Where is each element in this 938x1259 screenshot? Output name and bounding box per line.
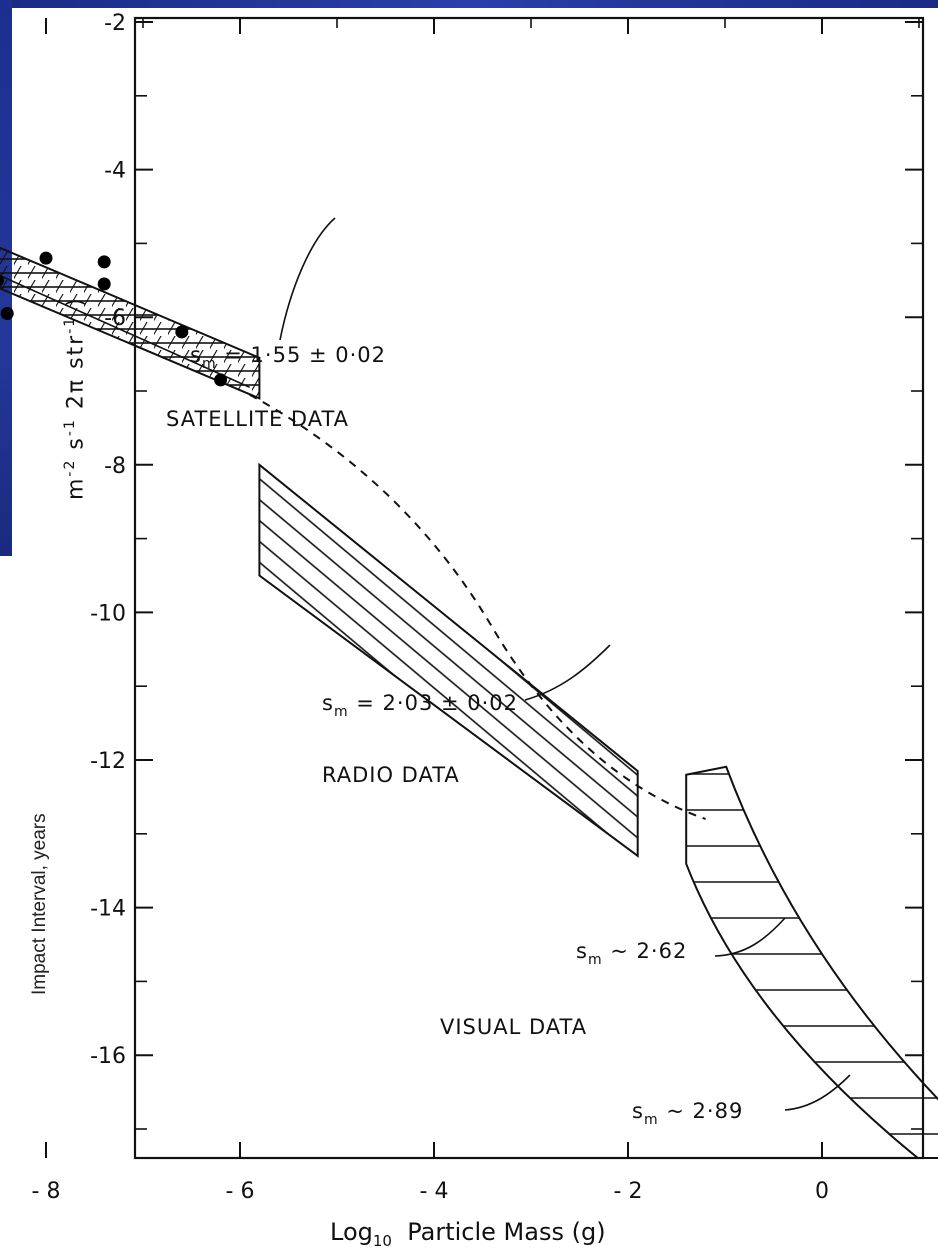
data-point: [97, 277, 111, 291]
plot-frame: [133, 16, 925, 1160]
satellite-leader-line: [279, 217, 336, 341]
data-points: [0, 251, 228, 387]
y-tick-label: -16: [90, 1044, 126, 1069]
x-tick-label: 0: [815, 1179, 829, 1204]
y-tick-label: -4: [104, 159, 126, 184]
radio-data-label: RADIO DATA: [322, 763, 460, 787]
axis-ticks: - 12-10- 8- 6- 4- 20-2-4-6-8-10-12-14-16: [32, 11, 923, 1204]
fit-curves: [0, 274, 706, 820]
visual-slope-annotation-2: sm ~ 2·89: [632, 1099, 743, 1128]
radio-leader-line: [524, 644, 611, 701]
annotations: sm = 1·55 ± 0·02 SATELLITE DATA sm = 2·0…: [166, 217, 851, 1128]
radio-band: [258, 462, 639, 858]
dashed-extrapolation-line: [249, 393, 706, 820]
satellite-data-label: SATELLITE DATA: [166, 407, 349, 431]
y-tick-label: -14: [90, 897, 126, 922]
x-tick-label: - 8: [32, 1179, 61, 1204]
x-tick-label: - 2: [614, 1179, 643, 1204]
visual-leader-line-1: [714, 917, 786, 957]
y-tick-label: -2: [104, 11, 126, 36]
data-bands: [0, 246, 938, 1159]
satellite-fit-line: [0, 274, 251, 389]
visual-data-label: VISUAL DATA: [440, 1015, 587, 1039]
satellite-slope-annotation: sm = 1·55 ± 0·02: [190, 343, 386, 372]
x-tick-label: - 4: [420, 1179, 449, 1204]
satellite-band: [0, 246, 261, 400]
background-strip-top: [0, 0, 938, 8]
y-tick-label: -10: [90, 601, 126, 626]
data-point: [214, 373, 228, 387]
visual-slope-annotation-1: sm ~ 2·62: [576, 939, 687, 968]
y-tick-label: -8: [104, 454, 126, 479]
data-point: [0, 274, 4, 287]
visual-leader-line-2: [784, 1074, 851, 1111]
y-tick-label: -12: [90, 749, 126, 774]
x-tick-label: - 6: [226, 1179, 255, 1204]
radio-slope-annotation: sm = 2·03 ± 0·02: [322, 691, 518, 720]
data-point: [175, 325, 189, 339]
data-point: [39, 251, 53, 265]
visual-band: [685, 765, 938, 1159]
data-point: [97, 255, 111, 269]
x-axis-label: Log10 Particle Mass (g): [330, 1218, 606, 1250]
data-point: [0, 307, 14, 321]
